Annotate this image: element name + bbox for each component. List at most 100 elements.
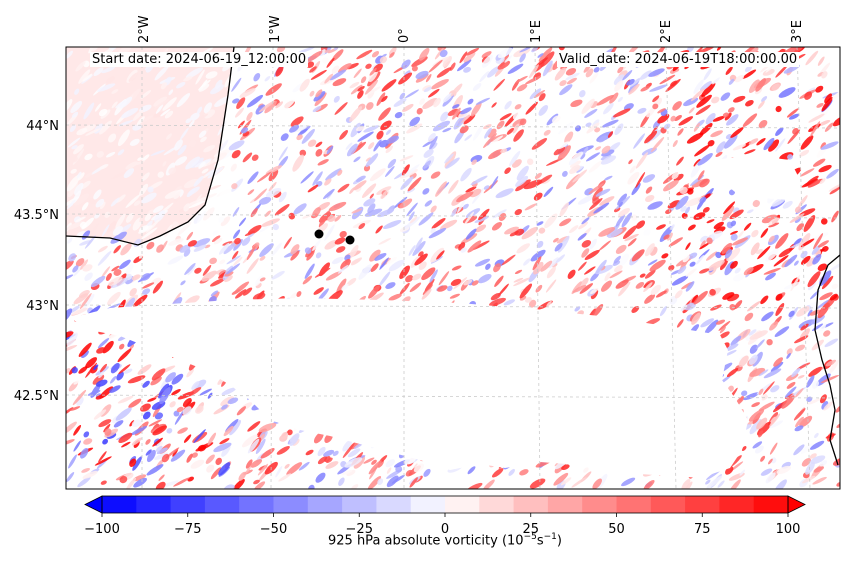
vorticity-cell — [697, 170, 705, 181]
vorticity-cell — [83, 438, 93, 445]
vorticity-cell — [471, 280, 479, 286]
vorticity-cell — [607, 131, 614, 138]
vorticity-cell — [703, 68, 712, 81]
vorticity-cell — [415, 237, 423, 250]
vorticity-cell — [187, 265, 196, 276]
vorticity-cell — [386, 467, 392, 474]
vorticity-cell — [238, 471, 247, 481]
vorticity-cell — [722, 112, 729, 118]
vorticity-cell — [513, 277, 524, 283]
vorticity-cell — [66, 332, 78, 347]
vorticity-cell — [706, 219, 715, 224]
vorticity-cell — [756, 417, 768, 430]
vorticity-cell — [313, 91, 326, 102]
vorticity-cell — [93, 67, 104, 76]
colorbar-label-prefix: 925 hPa absolute vorticity (10 — [328, 533, 524, 549]
vorticity-cell — [526, 158, 534, 165]
vorticity-cell — [215, 457, 222, 466]
vorticity-cell — [705, 479, 711, 485]
vorticity-cell — [306, 61, 315, 68]
vorticity-cell — [326, 145, 334, 155]
vorticity-cell — [164, 110, 174, 119]
vorticity-cell — [682, 254, 690, 263]
vorticity-cell — [278, 146, 288, 161]
vorticity-cell — [371, 51, 380, 58]
vorticity-cell — [66, 407, 74, 416]
vorticity-cell — [265, 83, 282, 96]
vorticity-cell — [96, 347, 106, 354]
vorticity-cell — [369, 67, 377, 76]
vorticity-cell — [388, 259, 405, 272]
vorticity-cell — [333, 95, 340, 103]
vorticity-cell — [435, 181, 447, 197]
vorticity-cell — [491, 468, 504, 478]
vorticity-cell — [110, 376, 117, 384]
vorticity-cell — [755, 248, 763, 255]
colorbar-extend-min — [84, 495, 103, 514]
vorticity-cell — [203, 102, 213, 113]
vorticity-cell — [231, 150, 241, 159]
lon-labels: 2°W 1°W 0° 1°E 2°E 3°E — [137, 15, 805, 43]
vorticity-cell — [657, 113, 670, 124]
vorticity-cell — [672, 101, 682, 111]
vorticity-cell — [138, 253, 144, 259]
vorticity-cell — [823, 401, 833, 411]
vorticity-cell — [409, 282, 422, 293]
vorticity-cell — [571, 477, 587, 488]
vorticity-cell — [233, 256, 243, 266]
vorticity-cell — [159, 387, 171, 405]
colorbar-label-suffix: ) — [556, 533, 562, 549]
vorticity-cell — [784, 254, 798, 268]
vorticity-cell — [643, 479, 655, 489]
lat-label-44n: 44°N — [26, 119, 59, 134]
vorticity-cell — [584, 108, 598, 118]
vorticity-cell — [141, 227, 158, 240]
vorticity-cell — [238, 217, 247, 227]
vorticity-cell — [85, 357, 97, 369]
vorticity-cell — [67, 137, 81, 148]
vorticity-cell — [559, 202, 569, 217]
vorticity-cell — [678, 116, 694, 126]
vorticity-cell — [409, 116, 421, 127]
vorticity-cell — [560, 477, 572, 486]
vorticity-cell — [667, 232, 673, 241]
vorticity-cell — [116, 371, 124, 381]
vorticity-cell — [98, 371, 105, 379]
vorticity-cell — [119, 259, 131, 270]
vorticity-cell — [552, 115, 561, 123]
vorticity-cell — [821, 275, 834, 290]
vorticity-cell — [749, 330, 768, 340]
vorticity-cell — [673, 173, 684, 182]
vorticity-cell — [700, 318, 714, 328]
vorticity-cell — [589, 238, 597, 250]
vorticity-cell — [66, 344, 78, 353]
vorticity-cell — [210, 467, 222, 480]
vorticity-cell — [449, 293, 461, 299]
vorticity-cell — [813, 233, 824, 250]
vorticity-cell — [635, 220, 646, 229]
vorticity-cell — [635, 282, 645, 289]
vorticity-cell — [732, 144, 747, 151]
vorticity-cell — [95, 394, 104, 400]
vorticity-cell — [577, 232, 587, 241]
vorticity-cell — [688, 252, 698, 259]
vorticity-cell — [422, 97, 438, 110]
vorticity-cell — [569, 225, 579, 234]
vorticity-cell — [748, 409, 765, 422]
vorticity-cell — [687, 188, 694, 195]
vorticity-cell — [78, 342, 92, 357]
vorticity-cell — [677, 128, 684, 136]
vorticity-cell — [174, 410, 185, 425]
vorticity-cell — [97, 83, 116, 92]
vorticity-cell — [768, 235, 775, 243]
vorticity-cell — [196, 210, 206, 224]
vorticity-cell — [232, 478, 245, 489]
vorticity-cell — [142, 154, 150, 161]
vorticity-cell — [151, 368, 166, 381]
vorticity-cell — [817, 56, 825, 66]
vorticity-cell — [214, 96, 231, 107]
vorticity-cell — [331, 256, 344, 265]
vorticity-cell — [705, 112, 716, 125]
vorticity-cell — [74, 88, 80, 95]
vorticity-cell — [82, 470, 98, 479]
